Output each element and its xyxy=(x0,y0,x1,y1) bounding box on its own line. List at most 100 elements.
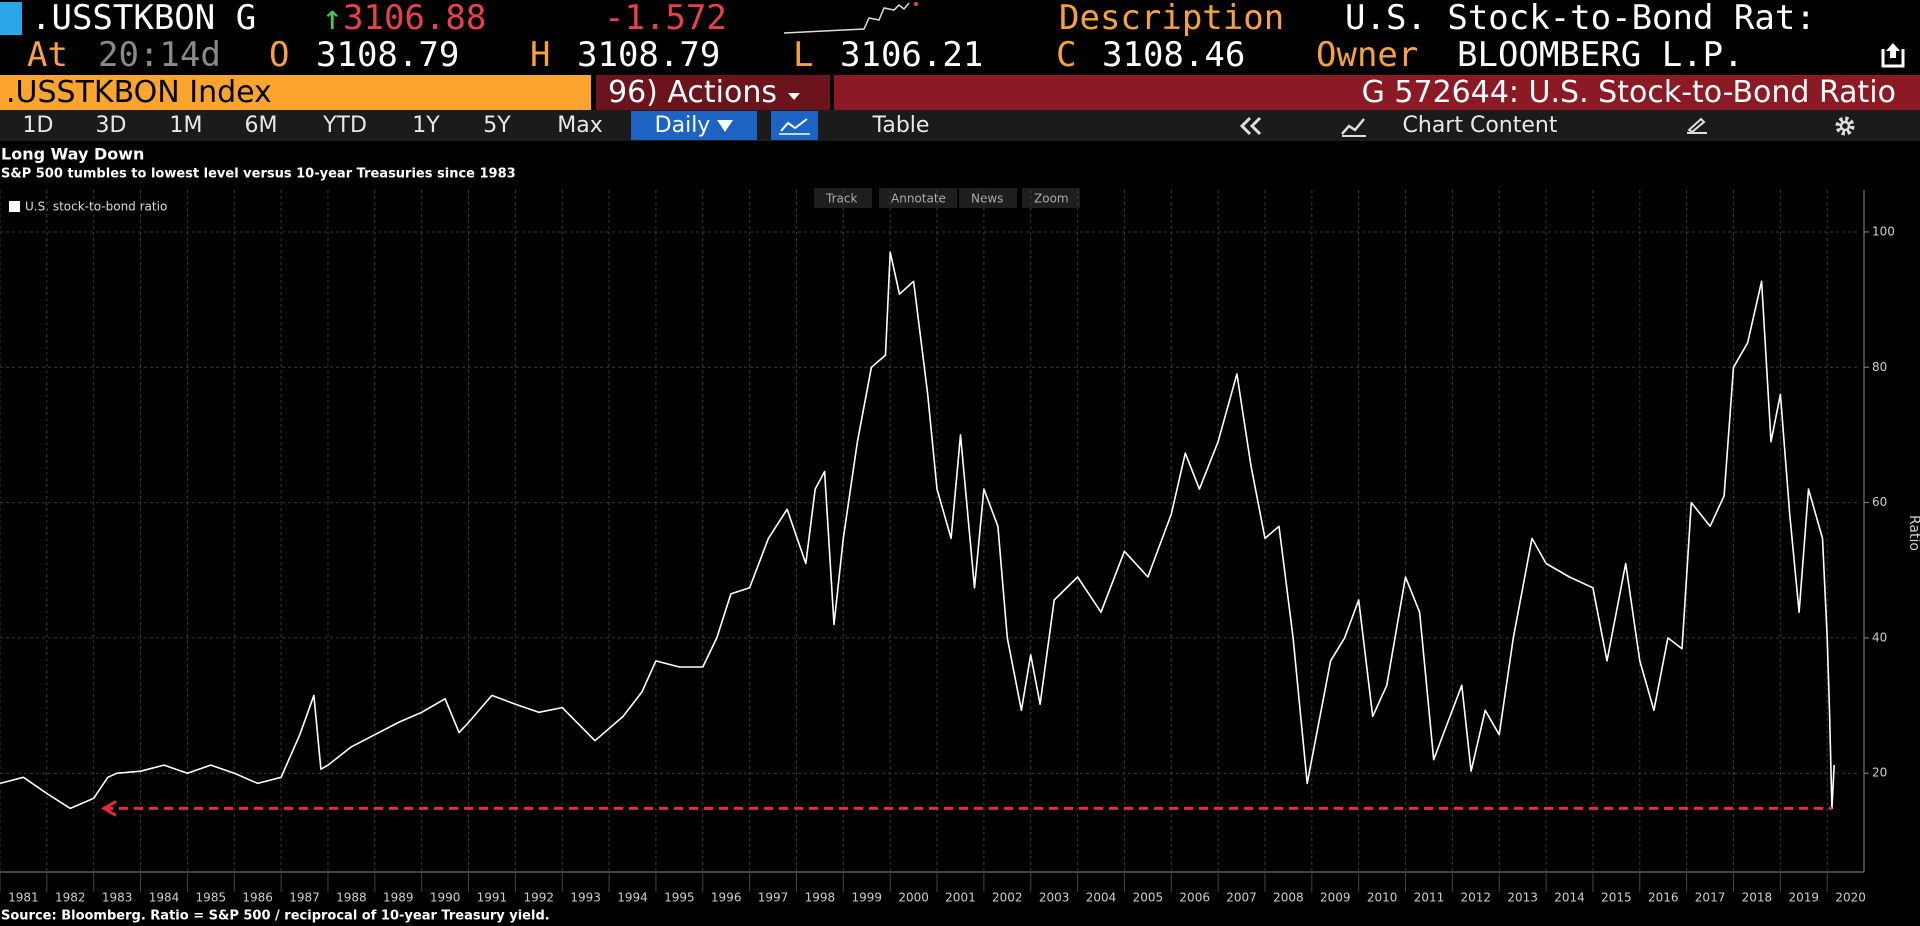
time: 20:14d xyxy=(98,35,221,75)
description-label: Description xyxy=(1059,0,1285,38)
x-tick-label: 1996 xyxy=(711,891,742,905)
source-note: Source: Bloomberg. Ratio = S&P 500 / rec… xyxy=(1,909,550,924)
x-tick-label: 2005 xyxy=(1133,891,1164,905)
x-tick-label: 2006 xyxy=(1179,891,1210,905)
actions-label: 96) Actions xyxy=(608,75,777,110)
period-button[interactable]: YTD xyxy=(323,113,367,138)
x-tick-label: 2012 xyxy=(1461,891,1492,905)
chart-tool-label: Zoom xyxy=(1034,192,1069,206)
period-button[interactable]: 1Y xyxy=(412,113,440,138)
y-tick-label: 100 xyxy=(1872,224,1895,238)
x-tick-label: 1993 xyxy=(570,891,601,905)
chart: Long Way Down S&P 500 tumbles to lowest … xyxy=(0,145,1920,924)
period-button[interactable]: Max xyxy=(557,113,603,138)
at-label: At xyxy=(27,35,68,75)
x-tick-label: 2002 xyxy=(992,891,1023,905)
x-tick-label: 1992 xyxy=(524,891,555,905)
close: 3108.46 xyxy=(1102,35,1246,75)
security-flag xyxy=(0,2,22,35)
x-tick-label: 1987 xyxy=(289,891,320,905)
chart-tool-button[interactable] xyxy=(959,188,1017,208)
frequency-button[interactable]: Daily xyxy=(631,111,757,140)
x-tick-label: 2007 xyxy=(1226,891,1257,905)
period-button[interactable]: 1D xyxy=(22,113,54,138)
chart-subtitle: S&P 500 tumbles to lowest level versus 1… xyxy=(1,167,516,182)
x-tick-label: 2018 xyxy=(1742,891,1773,905)
x-tick-label: 1995 xyxy=(664,891,695,905)
x-tick-label: 2011 xyxy=(1414,891,1445,905)
y-tick-label: 40 xyxy=(1872,630,1887,644)
chart-tool-button[interactable] xyxy=(1022,188,1080,208)
sparkline xyxy=(784,2,918,34)
legend-swatch xyxy=(9,201,20,212)
x-tick-label: 2013 xyxy=(1507,891,1538,905)
data-line xyxy=(0,251,1835,810)
x-tick-label: 1989 xyxy=(383,891,414,905)
chart-title: Long Way Down xyxy=(1,145,144,164)
actions-menu[interactable]: 96) Actions xyxy=(596,75,830,110)
x-tick-label: 1981 xyxy=(8,891,39,905)
x-tick-label: 2019 xyxy=(1789,891,1820,905)
arrow: ↑ xyxy=(322,0,343,38)
owner: BLOOMBERG L.P. xyxy=(1457,35,1744,75)
open-label: O xyxy=(269,35,290,75)
price: 3106.88 xyxy=(343,0,487,38)
x-tick-label: 1988 xyxy=(336,891,367,905)
dropdown-arrow xyxy=(717,120,734,132)
x-tick-label: 1990 xyxy=(430,891,461,905)
x-tick-label: 2010 xyxy=(1367,891,1398,905)
chart-content-button[interactable]: Chart Content xyxy=(1402,113,1558,138)
period-button[interactable]: 1M xyxy=(169,113,203,138)
x-tick-label: 1986 xyxy=(242,891,273,905)
x-tick-label: 1985 xyxy=(196,891,227,905)
reference-arrow xyxy=(101,800,117,817)
table-button[interactable]: Table xyxy=(872,113,930,138)
chart-id: G 572644: U.S. Stock-to-Bond Ratio xyxy=(1361,75,1896,110)
edit-button[interactable] xyxy=(1684,115,1710,137)
x-tick-label: 1994 xyxy=(617,891,648,905)
x-tick-label: 1998 xyxy=(805,891,836,905)
x-tick-label: 2017 xyxy=(1695,891,1726,905)
chart-tool-label: Annotate xyxy=(891,192,946,206)
dropdown-arrow xyxy=(788,93,800,100)
y-tick-label: 60 xyxy=(1872,495,1887,509)
x-tick-label: 2000 xyxy=(898,891,929,905)
period-button[interactable]: 5Y xyxy=(483,113,511,138)
x-tick-label: 2014 xyxy=(1554,891,1585,905)
ticker: .USSTKBON G xyxy=(31,0,257,38)
export-icon[interactable] xyxy=(1880,41,1906,69)
y-tick-label: 20 xyxy=(1872,766,1887,780)
x-tick-label: 2009 xyxy=(1320,891,1351,905)
period-button[interactable]: 6M xyxy=(244,113,278,138)
x-tick-label: 2008 xyxy=(1273,891,1304,905)
period-button[interactable]: 3D xyxy=(95,113,127,138)
chart-tool-label: News xyxy=(971,192,1003,206)
x-tick-label: 1983 xyxy=(102,891,133,905)
x-tick-label: 2003 xyxy=(1039,891,1070,905)
x-tick-label: 2015 xyxy=(1601,891,1632,905)
settings-button[interactable] xyxy=(1833,114,1857,138)
x-tick-label: 2016 xyxy=(1648,891,1679,905)
x-tick-label: 1984 xyxy=(149,891,180,905)
low-label: L xyxy=(793,35,814,75)
low: 3106.21 xyxy=(840,35,984,75)
owner-label: Owner xyxy=(1316,35,1419,75)
y-axis-label: Ratio xyxy=(1906,515,1920,551)
description: U.S. Stock-to-Bond Rat: xyxy=(1345,0,1816,38)
x-tick-label: 2001 xyxy=(945,891,976,905)
legend-label: U.S. stock-to-bond ratio xyxy=(25,200,167,214)
x-tick-label: 2004 xyxy=(1086,891,1117,905)
open: 3108.79 xyxy=(316,35,460,75)
toolbar xyxy=(0,110,1920,141)
security-field[interactable]: .USSTKBON Index xyxy=(0,75,591,110)
change: -1.572 xyxy=(604,0,727,38)
close-label: C xyxy=(1056,35,1077,75)
chart-type-button[interactable] xyxy=(771,111,818,140)
x-tick-label: 1999 xyxy=(851,891,882,905)
collapse-button[interactable] xyxy=(1238,115,1266,137)
chart-tool-label: Track xyxy=(825,192,857,206)
chart-id-bar: G 572644: U.S. Stock-to-Bond Ratio xyxy=(834,75,1920,110)
x-tick-label: 2020 xyxy=(1835,891,1866,905)
high: 3108.79 xyxy=(577,35,721,75)
